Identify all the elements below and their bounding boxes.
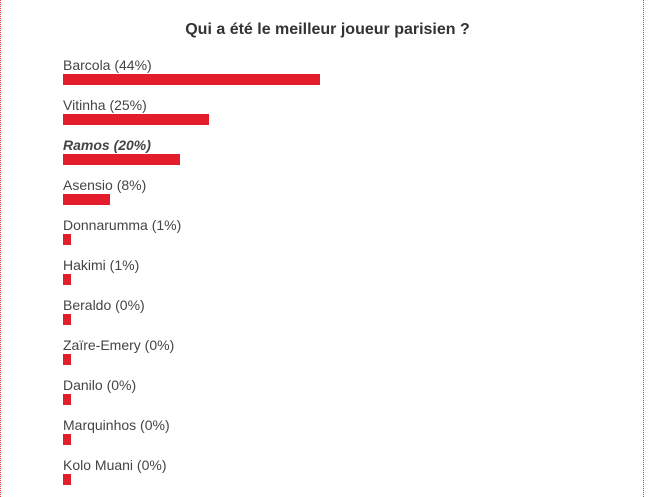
poll-option-label: Kolo Muani (0%) <box>63 457 167 473</box>
poll-option-label: Marquinhos (0%) <box>63 417 170 433</box>
poll-option-label: Barcola (44%) <box>63 57 152 73</box>
poll-option-bar <box>63 354 71 365</box>
poll-option: Beraldo (0%) <box>63 297 603 337</box>
poll-option-label: Hakimi (1%) <box>63 257 140 273</box>
poll-option: Kolo Muani (0%) <box>63 457 603 497</box>
poll-option-label: Danilo (0%) <box>63 377 137 393</box>
poll-option-label: Asensio (8%) <box>63 177 147 193</box>
poll-option: Barcola (44%) <box>63 57 603 97</box>
poll-option-bar <box>63 274 71 285</box>
poll-option-bar <box>63 234 71 245</box>
poll-option: Danilo (0%) <box>63 377 603 417</box>
poll-results: Barcola (44%) Vitinha (25%) Ramos (20%) Ase… <box>63 57 603 497</box>
poll-option-bar <box>63 194 110 205</box>
poll-option-label: Vitinha (25%) <box>63 97 147 113</box>
poll-option-bar <box>63 474 71 485</box>
poll-option-label: Beraldo (0%) <box>63 297 145 313</box>
poll-option-bar <box>63 154 180 165</box>
poll-option-bar <box>63 74 320 85</box>
poll-option: Ramos (20%) <box>63 137 603 177</box>
poll-option-bar <box>63 114 209 125</box>
poll-question: Qui a été le meilleur joueur parisien ? <box>185 21 470 38</box>
poll-option: Hakimi (1%) <box>63 257 603 297</box>
poll-option-label: Zaïre-Emery (0%) <box>63 337 175 353</box>
poll-option-bar <box>63 434 71 445</box>
poll-option: Zaïre-Emery (0%) <box>63 337 603 377</box>
poll-option: Asensio (8%) <box>63 177 603 217</box>
poll-option: Donnarumma (1%) <box>63 217 603 257</box>
poll-option-bar <box>63 394 71 405</box>
poll-option: Vitinha (25%) <box>63 97 603 137</box>
poll-option-label: Ramos (20%) <box>63 137 151 153</box>
poll-option-label: Donnarumma (1%) <box>63 217 182 233</box>
poll-option: Marquinhos (0%) <box>63 417 603 457</box>
poll-option-bar <box>63 314 71 325</box>
